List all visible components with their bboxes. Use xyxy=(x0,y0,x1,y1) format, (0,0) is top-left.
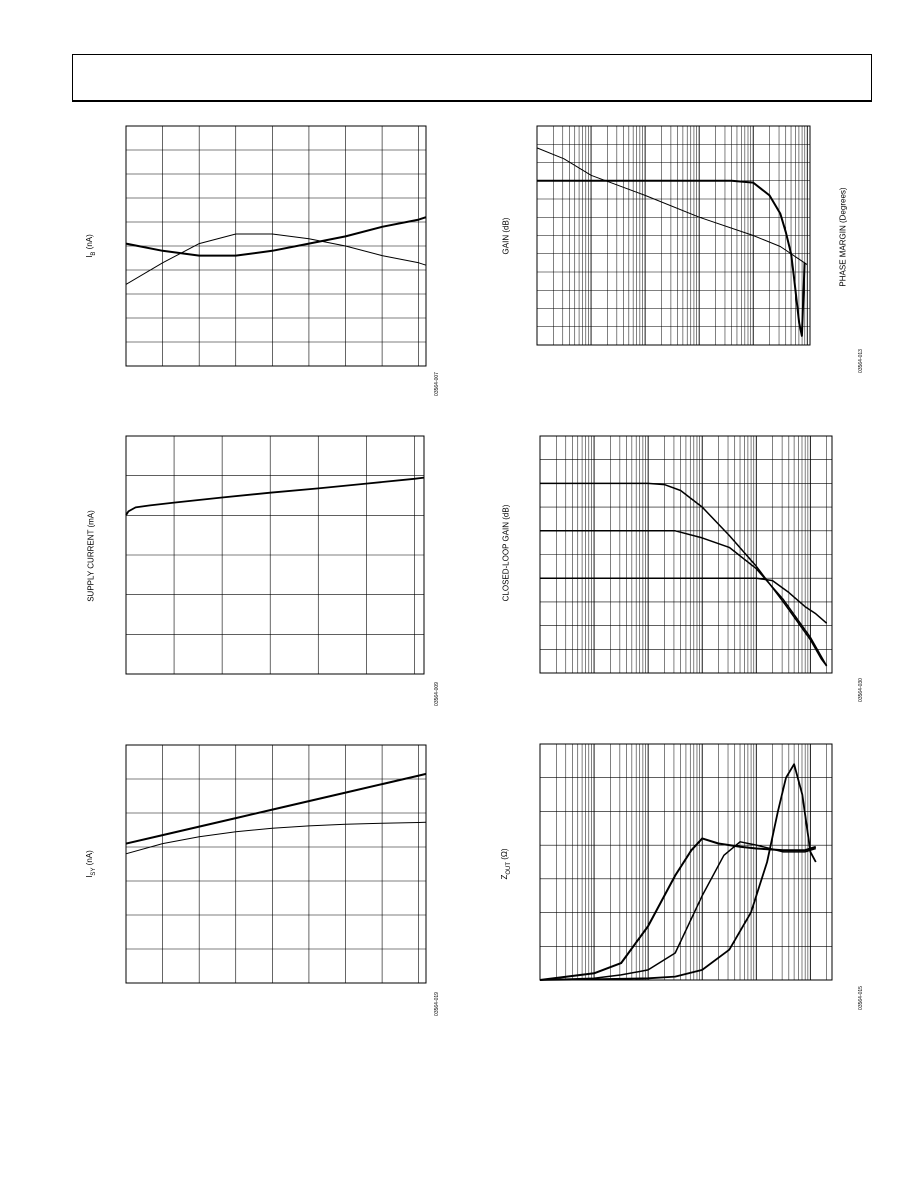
series-line-2 xyxy=(539,841,817,981)
figure-number-cl-gain: 03564-030 xyxy=(858,678,864,702)
supply-current-axis-label: SUPPLY CURRENT (mA) xyxy=(86,510,96,602)
series-line-1 xyxy=(539,837,817,981)
chart-supply-current xyxy=(125,435,425,675)
series-line-3 xyxy=(540,577,828,624)
ib-axis-label: IB (nA) xyxy=(85,234,97,258)
series-line-2 xyxy=(536,147,808,266)
zout-axis-label: ZOUT (Ω) xyxy=(500,848,512,880)
plot-frame xyxy=(125,744,427,984)
gridlines xyxy=(125,744,426,984)
plot-frame xyxy=(536,125,811,346)
closed-loop-gain-axis-label: CLOSED-LOOP GAIN (dB) xyxy=(501,504,511,602)
gain-axis-label: GAIN (dB) xyxy=(501,217,511,255)
series-line-1 xyxy=(125,216,427,257)
figure-number-zout: 03564-015 xyxy=(858,986,864,1010)
series-line-1 xyxy=(537,179,806,337)
series-line-2 xyxy=(125,821,427,855)
page-header-box xyxy=(72,54,872,102)
isy-axis-label: ISY (nA) xyxy=(85,850,97,878)
series-line-3 xyxy=(539,763,817,981)
chart-ib xyxy=(125,125,427,367)
gridlines xyxy=(536,125,810,346)
gridlines xyxy=(125,435,424,675)
plot-frame xyxy=(125,435,425,675)
series-line-1 xyxy=(125,772,427,845)
gridlines xyxy=(539,435,832,674)
chart-closed-loop-gain xyxy=(539,435,833,674)
series-line-1 xyxy=(125,476,425,516)
plot-frame xyxy=(539,435,833,674)
figure-number-supply: 03564-009 xyxy=(434,682,440,706)
series-line-2 xyxy=(540,530,828,667)
gridlines xyxy=(125,125,426,367)
figure-number-isy: 03564-019 xyxy=(434,992,440,1016)
plot-frame xyxy=(539,743,833,981)
chart-gain-phase xyxy=(536,125,811,346)
figure-number-gain: 03564-013 xyxy=(858,349,864,373)
chart-zout xyxy=(539,743,833,981)
gridlines xyxy=(539,743,832,981)
series-line-2 xyxy=(125,233,427,285)
series-line-1 xyxy=(540,482,828,667)
figure-number-ib: 03564-007 xyxy=(434,372,440,396)
chart-isy xyxy=(125,744,427,984)
phase-margin-axis-label: PHASE MARGIN (Degrees) xyxy=(838,187,848,287)
plot-frame xyxy=(125,125,427,367)
